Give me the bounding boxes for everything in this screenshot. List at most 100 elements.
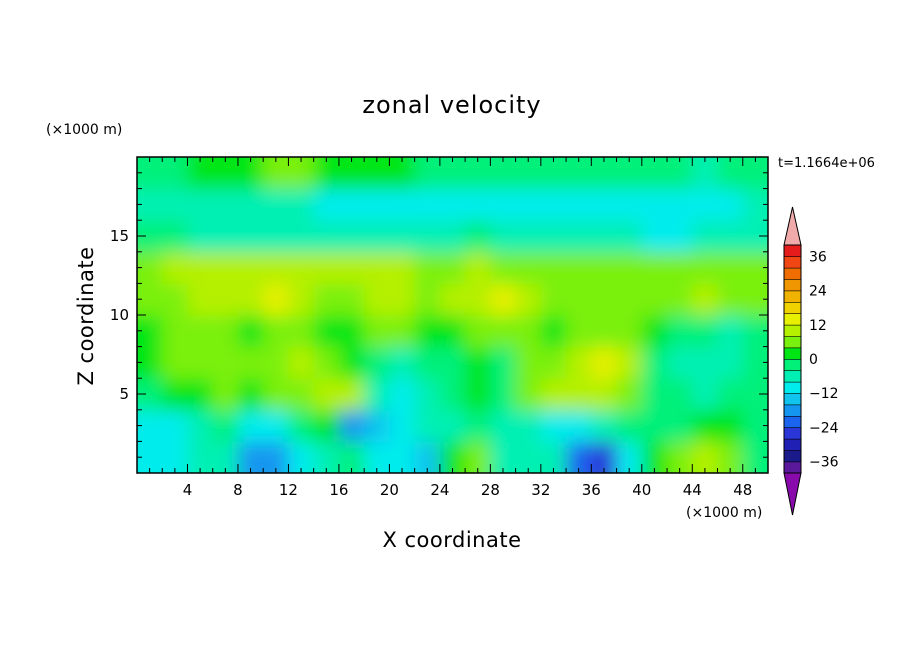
field-cell <box>692 220 719 253</box>
field-cell <box>313 315 340 348</box>
field-cell <box>566 378 592 411</box>
field-cell <box>490 441 517 473</box>
field-cell <box>591 441 618 473</box>
field-cell <box>263 220 289 253</box>
field-cell <box>515 157 542 190</box>
field-cell <box>515 409 542 442</box>
field-cell <box>238 157 264 190</box>
field-cell <box>238 188 264 221</box>
field-cell <box>566 441 592 473</box>
field-cell <box>439 409 466 442</box>
colorbar-segment <box>783 449 802 463</box>
colorbar-segment <box>783 392 802 406</box>
field-cell <box>667 283 693 316</box>
field-cell <box>313 346 340 379</box>
field-cell <box>338 157 365 190</box>
field-cell <box>263 157 289 190</box>
field-cell <box>187 346 214 379</box>
colorbar-frame <box>783 244 802 474</box>
field-cell <box>187 315 214 348</box>
x-tick-label: 28 <box>481 481 500 499</box>
colorbar-segment <box>783 347 802 360</box>
field-cell <box>238 251 264 284</box>
field-cell <box>465 346 491 379</box>
field-cell <box>490 315 517 348</box>
field-cell <box>187 378 214 411</box>
colorbar-tick-label: 24 <box>809 284 827 300</box>
colorbar-segment <box>783 290 802 303</box>
field-cell <box>364 283 390 316</box>
field-cell <box>591 220 618 253</box>
field-cell <box>667 378 693 411</box>
field-cell <box>540 409 567 442</box>
field-cell <box>540 188 567 221</box>
field-cell <box>465 378 491 411</box>
field-cell <box>137 188 163 221</box>
field-cell <box>212 378 239 411</box>
field-cell <box>338 315 365 348</box>
field-cell <box>212 220 239 253</box>
field-cell <box>566 157 592 190</box>
field-cell <box>667 157 693 190</box>
field-cell <box>490 157 517 190</box>
colorbar-segment <box>783 244 802 257</box>
y-axis-title: Z coordinate <box>74 246 98 385</box>
field-cell <box>641 157 668 190</box>
y-axis: 5 10 15 <box>110 172 768 458</box>
x-tick-label: 16 <box>329 481 348 499</box>
colorbar-segment <box>783 415 802 428</box>
field-cell <box>313 251 340 284</box>
field-cell <box>137 409 163 442</box>
field-cell <box>591 157 618 190</box>
field-cell <box>389 315 416 348</box>
x-tick-label: 48 <box>733 481 752 499</box>
field-cell <box>389 441 416 473</box>
field-cell <box>515 346 542 379</box>
field-cell <box>162 157 188 190</box>
field-cell <box>742 346 768 379</box>
colorbar-tick-label: 12 <box>809 318 827 334</box>
field-cell <box>515 251 542 284</box>
colorbar-segment <box>783 381 802 394</box>
field-cell <box>540 441 567 473</box>
field-cell <box>692 315 719 348</box>
field-cell <box>288 409 315 442</box>
field-cell <box>641 188 668 221</box>
field-cell <box>591 315 618 348</box>
x-tick-label: 40 <box>632 481 651 499</box>
colorbar-tick-label: 0 <box>809 352 818 368</box>
field-cell <box>288 378 315 411</box>
field-cell <box>515 188 542 221</box>
field-cell <box>414 157 441 190</box>
field-cell <box>263 188 289 221</box>
colorbar-segment <box>783 267 802 280</box>
field-cell <box>717 378 744 411</box>
field-cell <box>465 283 491 316</box>
field-cell <box>137 346 163 379</box>
colorbar-under-triangle <box>783 472 802 516</box>
field-cell <box>616 315 643 348</box>
field-cell <box>137 157 163 190</box>
field-cell <box>288 283 315 316</box>
field-cell <box>187 251 214 284</box>
field-cell <box>439 251 466 284</box>
field-cell <box>439 157 466 190</box>
field-cell <box>616 157 643 190</box>
field-cell <box>162 283 188 316</box>
colorbar-segment <box>783 358 802 371</box>
field-cell <box>212 315 239 348</box>
field-cell <box>439 378 466 411</box>
field-cell <box>717 409 744 442</box>
field-cell <box>162 251 188 284</box>
field-cell <box>338 409 365 442</box>
field-cell <box>187 409 214 442</box>
field-cell <box>389 346 416 379</box>
field-cell <box>137 441 163 473</box>
field-cell <box>212 251 239 284</box>
field-cell <box>591 409 618 442</box>
colorbar-segment <box>783 461 802 474</box>
field-cell <box>641 409 668 442</box>
colorbar-segment <box>783 370 802 383</box>
field-cell <box>742 409 768 442</box>
